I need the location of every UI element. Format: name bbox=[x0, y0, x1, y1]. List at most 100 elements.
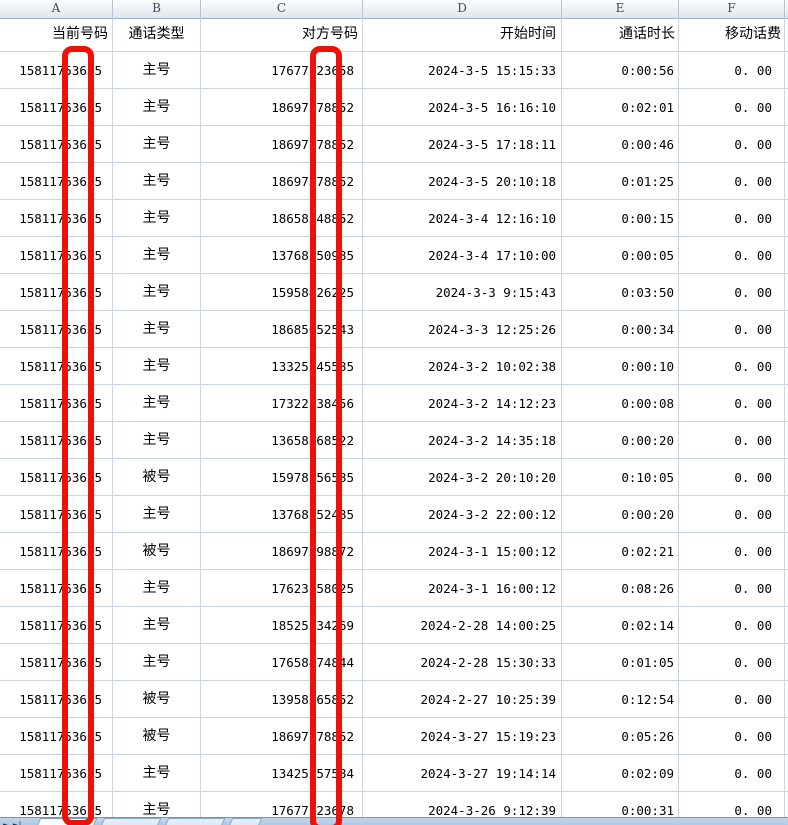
header-row-cell-c[interactable]: 对方号码 bbox=[201, 18, 363, 52]
data-row-5-cell-e[interactable]: 0:00:15 bbox=[562, 200, 679, 237]
column-header-e[interactable]: E bbox=[562, 0, 679, 18]
data-row-10-cell-e[interactable]: 0:00:08 bbox=[562, 385, 679, 422]
data-row-1-cell-e[interactable]: 0:00:56 bbox=[562, 52, 679, 89]
data-row-2-cell-f[interactable]: 0. 00 bbox=[679, 89, 785, 126]
data-row-13-cell-e[interactable]: 0:00:20 bbox=[562, 496, 679, 533]
data-row-21-cell-e[interactable]: 0:00:31 bbox=[562, 792, 679, 825]
data-row-12-cell-a[interactable]: 15811753635 bbox=[0, 459, 113, 496]
data-row-20-cell-e[interactable]: 0:02:09 bbox=[562, 755, 679, 792]
data-row-6-cell-e[interactable]: 0:00:05 bbox=[562, 237, 679, 274]
data-row-4-cell-d[interactable]: 2024-3-5 20:10:18 bbox=[363, 163, 562, 200]
data-row-14-cell-b[interactable]: 被号 bbox=[113, 533, 201, 570]
data-row-8-cell-a[interactable]: 15811753635 bbox=[0, 311, 113, 348]
data-row-18-cell-e[interactable]: 0:12:54 bbox=[562, 681, 679, 718]
data-row-20-cell-a[interactable]: 15811753635 bbox=[0, 755, 113, 792]
data-row-5-cell-b[interactable]: 主号 bbox=[113, 200, 201, 237]
data-row-10-cell-b[interactable]: 主号 bbox=[113, 385, 201, 422]
data-row-10-cell-f[interactable]: 0. 00 bbox=[679, 385, 785, 422]
data-row-11-cell-d[interactable]: 2024-3-2 14:35:18 bbox=[363, 422, 562, 459]
data-row-2-cell-d[interactable]: 2024-3-5 16:16:10 bbox=[363, 89, 562, 126]
data-row-11-cell-b[interactable]: 主号 bbox=[113, 422, 201, 459]
data-row-4-cell-e[interactable]: 0:01:25 bbox=[562, 163, 679, 200]
header-row-cell-b[interactable]: 通话类型 bbox=[113, 18, 201, 52]
data-row-20-cell-d[interactable]: 2024-3-27 19:14:14 bbox=[363, 755, 562, 792]
data-row-16-cell-d[interactable]: 2024-2-28 14:00:25 bbox=[363, 607, 562, 644]
data-row-6-cell-b[interactable]: 主号 bbox=[113, 237, 201, 274]
data-row-15-cell-b[interactable]: 主号 bbox=[113, 570, 201, 607]
header-row-cell-e[interactable]: 通话时长 bbox=[562, 18, 679, 52]
data-row-12-cell-b[interactable]: 被号 bbox=[113, 459, 201, 496]
data-row-10-cell-d[interactable]: 2024-3-2 14:12:23 bbox=[363, 385, 562, 422]
data-row-21-cell-f[interactable]: 0. 00 bbox=[679, 792, 785, 825]
data-row-15-cell-f[interactable]: 0. 00 bbox=[679, 570, 785, 607]
data-row-9-cell-d[interactable]: 2024-3-2 10:02:38 bbox=[363, 348, 562, 385]
data-row-8-cell-d[interactable]: 2024-3-3 12:25:26 bbox=[363, 311, 562, 348]
data-row-19-cell-b[interactable]: 被号 bbox=[113, 718, 201, 755]
data-row-4-cell-f[interactable]: 0. 00 bbox=[679, 163, 785, 200]
data-row-6-cell-f[interactable]: 0. 00 bbox=[679, 237, 785, 274]
data-row-14-cell-d[interactable]: 2024-3-1 15:00:12 bbox=[363, 533, 562, 570]
insert-worksheet-tab[interactable]: ✳ bbox=[221, 818, 262, 825]
header-row-cell-d[interactable]: 开始时间 bbox=[363, 18, 562, 52]
data-row-16-cell-b[interactable]: 主号 bbox=[113, 607, 201, 644]
data-row-16-cell-e[interactable]: 0:02:14 bbox=[562, 607, 679, 644]
data-row-14-cell-f[interactable]: 0. 00 bbox=[679, 533, 785, 570]
data-row-9-cell-e[interactable]: 0:00:10 bbox=[562, 348, 679, 385]
data-row-2-cell-e[interactable]: 0:02:01 bbox=[562, 89, 679, 126]
column-header-a[interactable]: A bbox=[0, 0, 113, 18]
data-row-2-cell-b[interactable]: 主号 bbox=[113, 89, 201, 126]
data-row-11-cell-f[interactable]: 0. 00 bbox=[679, 422, 785, 459]
data-row-3-cell-b[interactable]: 主号 bbox=[113, 126, 201, 163]
data-row-18-cell-b[interactable]: 被号 bbox=[113, 681, 201, 718]
data-row-20-cell-b[interactable]: 主号 bbox=[113, 755, 201, 792]
data-row-21-cell-d[interactable]: 2024-3-26 9:12:39 bbox=[363, 792, 562, 825]
data-row-13-cell-b[interactable]: 主号 bbox=[113, 496, 201, 533]
data-row-21-cell-a[interactable]: 15811753635 bbox=[0, 792, 113, 825]
data-row-8-cell-b[interactable]: 主号 bbox=[113, 311, 201, 348]
data-row-18-cell-f[interactable]: 0. 00 bbox=[679, 681, 785, 718]
data-row-7-cell-a[interactable]: 15811753635 bbox=[0, 274, 113, 311]
data-row-17-cell-b[interactable]: 主号 bbox=[113, 644, 201, 681]
data-row-3-cell-f[interactable]: 0. 00 bbox=[679, 126, 785, 163]
data-row-2-cell-a[interactable]: 15811753635 bbox=[0, 89, 113, 126]
data-row-17-cell-f[interactable]: 0. 00 bbox=[679, 644, 785, 681]
data-row-17-cell-a[interactable]: 15811753635 bbox=[0, 644, 113, 681]
data-row-14-cell-a[interactable]: 15811753635 bbox=[0, 533, 113, 570]
data-row-6-cell-a[interactable]: 15811753635 bbox=[0, 237, 113, 274]
data-row-5-cell-a[interactable]: 15811753635 bbox=[0, 200, 113, 237]
data-row-16-cell-f[interactable]: 0. 00 bbox=[679, 607, 785, 644]
data-row-7-cell-f[interactable]: 0. 00 bbox=[679, 274, 785, 311]
data-row-19-cell-f[interactable]: 0. 00 bbox=[679, 718, 785, 755]
data-row-21-cell-b[interactable]: 主号 bbox=[113, 792, 201, 825]
data-row-3-cell-a[interactable]: 15811753635 bbox=[0, 126, 113, 163]
data-row-13-cell-a[interactable]: 15811753635 bbox=[0, 496, 113, 533]
data-row-19-cell-e[interactable]: 0:05:26 bbox=[562, 718, 679, 755]
data-row-9-cell-b[interactable]: 主号 bbox=[113, 348, 201, 385]
data-row-9-cell-f[interactable]: 0. 00 bbox=[679, 348, 785, 385]
data-row-5-cell-d[interactable]: 2024-3-4 12:16:10 bbox=[363, 200, 562, 237]
data-row-12-cell-d[interactable]: 2024-3-2 20:10:20 bbox=[363, 459, 562, 496]
column-header-b[interactable]: B bbox=[113, 0, 201, 18]
data-row-7-cell-e[interactable]: 0:03:50 bbox=[562, 274, 679, 311]
data-row-1-cell-a[interactable]: 15811753635 bbox=[0, 52, 113, 89]
data-row-19-cell-d[interactable]: 2024-3-27 15:19:23 bbox=[363, 718, 562, 755]
data-row-16-cell-a[interactable]: 15811753635 bbox=[0, 607, 113, 644]
data-row-17-cell-d[interactable]: 2024-2-28 15:30:33 bbox=[363, 644, 562, 681]
sheet-tab-sheet3[interactable]: Sheet3 bbox=[157, 818, 226, 825]
header-row-cell-f[interactable]: 移动话费 bbox=[679, 18, 785, 52]
data-row-18-cell-a[interactable]: 15811753635 bbox=[0, 681, 113, 718]
data-row-15-cell-e[interactable]: 0:08:26 bbox=[562, 570, 679, 607]
data-row-1-cell-d[interactable]: 2024-3-5 15:15:33 bbox=[363, 52, 562, 89]
data-row-12-cell-f[interactable]: 0. 00 bbox=[679, 459, 785, 496]
data-row-3-cell-e[interactable]: 0:00:46 bbox=[562, 126, 679, 163]
data-row-17-cell-e[interactable]: 0:01:05 bbox=[562, 644, 679, 681]
data-row-18-cell-d[interactable]: 2024-2-27 10:25:39 bbox=[363, 681, 562, 718]
data-row-10-cell-a[interactable]: 15811753635 bbox=[0, 385, 113, 422]
data-row-11-cell-a[interactable]: 15811753635 bbox=[0, 422, 113, 459]
data-row-8-cell-f[interactable]: 0. 00 bbox=[679, 311, 785, 348]
data-row-19-cell-a[interactable]: 15811753635 bbox=[0, 718, 113, 755]
data-row-7-cell-b[interactable]: 主号 bbox=[113, 274, 201, 311]
data-row-1-cell-f[interactable]: 0. 00 bbox=[679, 52, 785, 89]
header-row-cell-a[interactable]: 当前号码 bbox=[0, 18, 113, 52]
sheet-tab-sheet2[interactable]: Sheet2 bbox=[94, 818, 162, 825]
